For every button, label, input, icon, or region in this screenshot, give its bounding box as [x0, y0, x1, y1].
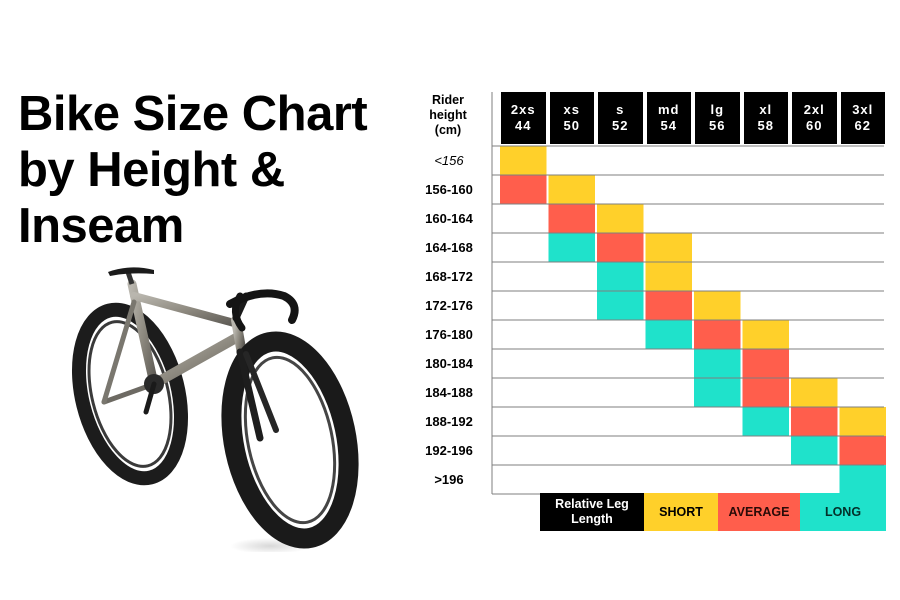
size-name: lg: [710, 102, 725, 117]
cell-short: [645, 233, 692, 262]
height-label: 164-168: [425, 240, 473, 255]
height-label: >196: [434, 472, 464, 487]
rider-header-line-2: height: [429, 108, 467, 122]
title-line-1: Bike Size Chart: [18, 87, 368, 141]
title-line-3: Inseam: [18, 199, 184, 253]
size-name: xs: [563, 102, 580, 117]
frame-size: 52: [612, 118, 629, 133]
size-header-xl: xl 58: [743, 92, 788, 144]
cell-short: [694, 291, 741, 320]
height-label: 168-172: [425, 269, 473, 284]
cell-short: [597, 204, 644, 233]
cell-average: [645, 291, 692, 320]
cell-average: [694, 320, 741, 349]
size-name: 3xl: [852, 102, 874, 117]
size-name: xl: [759, 102, 773, 117]
legend-long: LONG: [800, 493, 886, 531]
size-header-3xl: 3xl 62: [840, 92, 885, 144]
height-label: 180-184: [425, 356, 473, 371]
height-label: 176-180: [425, 327, 473, 342]
cell-short: [548, 175, 595, 204]
cell-average: [742, 378, 789, 407]
frame-size: 62: [854, 118, 871, 133]
height-label: 156-160: [425, 182, 473, 197]
height-label: 184-188: [425, 385, 473, 400]
cell-average: [791, 407, 838, 436]
legend-average: AVERAGE: [718, 493, 800, 531]
size-header-2xs: 2xs 44: [501, 92, 546, 144]
frame-size: 60: [806, 118, 823, 133]
bike-illustration: [71, 267, 359, 552]
rider-header-line-3: (cm): [434, 123, 462, 137]
height-label: 160-164: [425, 211, 473, 226]
cell-long: [597, 291, 644, 320]
cell-long: [791, 436, 838, 465]
rider-height-header: Rider height (cm): [410, 93, 486, 138]
frame-size: 58: [757, 118, 774, 133]
cell-long: [694, 378, 741, 407]
cell-average: [500, 175, 547, 204]
cell-average: [839, 436, 886, 465]
frame-size: 44: [515, 118, 532, 133]
title-line-2: by Height &: [18, 143, 285, 197]
cell-short: [500, 146, 547, 175]
size-header-s: s 52: [598, 92, 643, 144]
frame-size: 54: [660, 118, 677, 133]
size-name: 2xs: [510, 102, 536, 117]
cell-long: [548, 233, 595, 262]
cell-long: [839, 465, 886, 494]
cell-long: [694, 349, 741, 378]
cell-short: [645, 262, 692, 291]
page-title: Bike Size Chart by Height & Inseam: [18, 86, 418, 254]
height-label: 172-176: [425, 298, 473, 313]
cell-short: [791, 378, 838, 407]
size-header-lg: lg 56: [695, 92, 740, 144]
size-name: s: [616, 102, 625, 117]
size-name: md: [658, 102, 680, 117]
cell-long: [597, 262, 644, 291]
size-header-2xl: 2xl 60: [792, 92, 837, 144]
legend-short: SHORT: [644, 493, 718, 531]
cell-average: [548, 204, 595, 233]
cell-average: [742, 349, 789, 378]
frame-size: 50: [563, 118, 580, 133]
size-header-xs: xs 50: [549, 92, 594, 144]
frame-size: 56: [709, 118, 726, 133]
height-label: 192-196: [425, 443, 473, 458]
size-header-md: md 54: [646, 92, 691, 144]
cell-short: [839, 407, 886, 436]
legend-title: Relative Leg Length: [540, 493, 644, 531]
height-label: <156: [434, 153, 464, 168]
cell-average: [597, 233, 644, 262]
cell-short: [742, 320, 789, 349]
height-label: 188-192: [425, 414, 473, 429]
cell-long: [742, 407, 789, 436]
cell-long: [645, 320, 692, 349]
legend: Relative Leg Length SHORT AVERAGE LONG: [540, 493, 886, 531]
rider-header-line-1: Rider: [432, 93, 464, 107]
size-name: 2xl: [803, 102, 825, 117]
